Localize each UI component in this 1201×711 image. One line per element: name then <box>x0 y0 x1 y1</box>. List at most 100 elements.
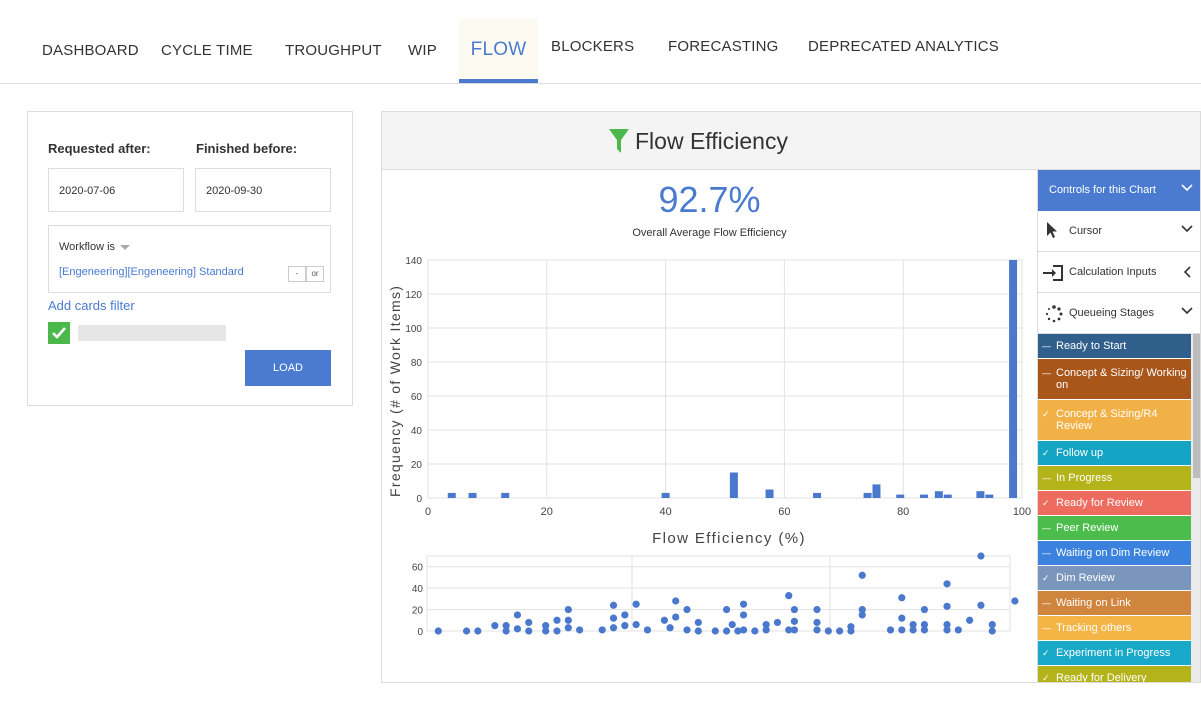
tab-flow[interactable]: FLOW <box>459 19 538 83</box>
stage-item[interactable]: — Tracking others <box>1038 616 1191 640</box>
or-condition-button[interactable]: or <box>306 266 324 282</box>
stage-label: Peer Review <box>1056 522 1119 534</box>
histogram-bar <box>813 492 822 498</box>
histogram-bar <box>468 492 477 498</box>
scatter-point <box>813 605 821 614</box>
tab-wip[interactable]: WIP <box>408 42 437 59</box>
histogram-plot-area <box>427 259 1023 499</box>
stage-item[interactable]: — Waiting on Link <box>1038 591 1191 615</box>
scatter-point <box>525 618 533 627</box>
stage-label: Follow up <box>1056 447 1104 459</box>
controls-header[interactable]: Controls for this Chart <box>1038 170 1200 211</box>
scatter-point <box>711 627 719 635</box>
scatter-point <box>920 605 929 614</box>
check-icon: ✓ <box>1042 409 1050 419</box>
cursor-control[interactable]: Cursor <box>1038 211 1200 252</box>
dash-icon: — <box>1042 548 1051 558</box>
scatter-point <box>773 618 782 627</box>
scatter-point <box>672 597 680 605</box>
scatter-point <box>542 622 550 630</box>
scatter-point <box>462 627 471 635</box>
check-icon <box>52 327 66 339</box>
scatter-point <box>598 626 606 634</box>
scatter-point <box>762 626 770 634</box>
overall-efficiency-label: Overall Average Flow Efficiency <box>632 227 787 239</box>
scatter-point <box>988 620 996 629</box>
stage-item[interactable]: ✓ Concept & Sizing/R4 Review <box>1038 400 1191 440</box>
load-button[interactable]: LOAD <box>245 350 331 386</box>
stage-item[interactable]: — Ready to Start <box>1038 334 1191 358</box>
chart-controls: Controls for this Chart Cursor Calculati… <box>1037 170 1200 683</box>
dash-icon: — <box>1042 598 1051 608</box>
histogram-bar <box>729 472 738 498</box>
top-navigation: DASHBOARD CYCLE TIME TROUGHPUT WIP FLOW … <box>0 0 1201 84</box>
stage-item[interactable]: ✓ Ready for Review <box>1038 491 1191 515</box>
histogram-bar <box>1009 260 1018 498</box>
scatter-point <box>909 620 917 629</box>
finished-before-input[interactable]: 2020-09-30 <box>195 168 331 212</box>
check-icon: ✓ <box>1042 448 1050 458</box>
scatter-point <box>762 620 770 629</box>
scatter-point <box>790 617 799 625</box>
requested-after-input[interactable]: 2020-07-06 <box>48 168 184 212</box>
stage-item[interactable]: ✓ Experiment in Progress <box>1038 641 1191 665</box>
scatter-point <box>621 622 629 630</box>
histogram-bar <box>919 494 928 498</box>
histogram-x-axis-label: Flow Efficiency (%) <box>652 530 806 547</box>
scatter-point <box>666 624 674 632</box>
scatter-point <box>920 626 929 634</box>
filter-text-input[interactable] <box>78 325 226 341</box>
stage-item[interactable]: ✓ Ready for Delivery <box>1038 666 1191 683</box>
filter-checkbox[interactable] <box>48 322 70 344</box>
stage-item[interactable]: — In Progress <box>1038 466 1191 490</box>
tab-forecasting[interactable]: FORECASTING <box>668 38 779 55</box>
scatter-point <box>513 611 522 619</box>
tab-dashboard[interactable]: DASHBOARD <box>42 42 139 59</box>
queueing-stages-control[interactable]: Queueing Stages <box>1038 293 1200 334</box>
stage-label: Dim Review <box>1056 572 1115 584</box>
tab-blockers[interactable]: BLOCKERS <box>551 38 635 55</box>
histogram-bar <box>976 491 985 498</box>
scatter-point <box>824 627 832 635</box>
scatter-point <box>977 601 985 609</box>
scatter-point <box>491 622 499 630</box>
stage-list-scrollbar[interactable] <box>1191 334 1200 682</box>
histogram-bar <box>447 492 456 498</box>
stage-item[interactable]: — Waiting on Dim Review <box>1038 541 1191 565</box>
scatter-point <box>632 620 640 629</box>
scrollbar-thumb[interactable] <box>1193 334 1200 478</box>
stage-item[interactable]: — Peer Review <box>1038 516 1191 540</box>
stage-item[interactable]: ✓ Follow up <box>1038 441 1191 465</box>
stage-label: Ready for Delivery <box>1056 672 1147 683</box>
scatter-point <box>609 624 618 632</box>
scatter-point <box>836 627 844 635</box>
histogram-bar <box>765 489 774 498</box>
stage-item[interactable]: ✓ Dim Review <box>1038 566 1191 590</box>
histogram-y-tick-label: 120 <box>405 290 422 301</box>
check-icon: ✓ <box>1042 648 1050 658</box>
check-icon: ✓ <box>1042 673 1050 683</box>
chevron-down-icon <box>1181 225 1193 233</box>
remove-condition-button[interactable]: - <box>288 266 306 282</box>
histogram-x-tick-label: 0 <box>425 506 431 518</box>
scatter-point <box>694 618 702 627</box>
stage-item[interactable]: — Concept & Sizing/ Working on <box>1038 359 1191 399</box>
scatter-point <box>564 624 572 632</box>
scatter-point <box>977 552 985 560</box>
workflow-dropdown[interactable]: Workflow is <box>59 241 131 253</box>
sign-in-icon <box>1043 265 1063 281</box>
stage-label: Tracking others <box>1056 622 1132 634</box>
scatter-point <box>525 627 533 635</box>
stage-label: Experiment in Progress <box>1056 647 1171 659</box>
chevron-down-icon <box>1181 307 1193 315</box>
tab-deprecated-analytics[interactable]: DEPRECATED ANALYTICS <box>808 38 999 55</box>
scatter-point <box>621 611 629 619</box>
add-cards-filter-link[interactable]: Add cards filter <box>48 298 135 313</box>
scatter-point <box>513 625 522 633</box>
workflow-value[interactable]: [Engeneering][Engeneering] Standard <box>59 266 244 278</box>
histogram-x-tick-label: 20 <box>541 506 553 518</box>
tab-troughput[interactable]: TROUGHPUT <box>285 42 382 59</box>
tab-cycle-time[interactable]: CYCLE TIME <box>161 42 253 59</box>
caret-down-icon <box>120 244 131 250</box>
calculation-inputs-control[interactable]: Calculation Inputs <box>1038 252 1200 293</box>
